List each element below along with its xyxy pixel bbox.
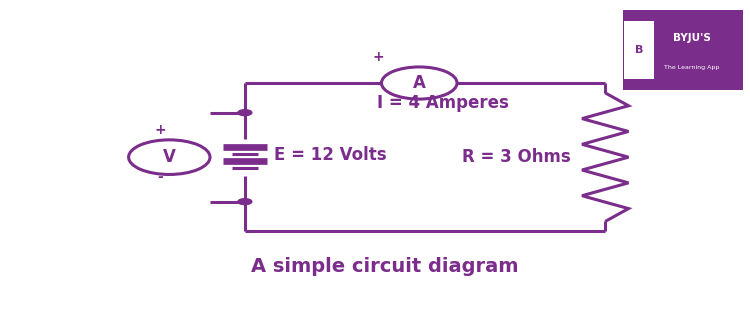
Text: BYJU'S: BYJU'S	[674, 33, 711, 43]
Text: The Learning App: The Learning App	[664, 65, 720, 70]
Text: A simple circuit diagram: A simple circuit diagram	[251, 257, 518, 276]
Text: -: -	[158, 170, 164, 184]
Circle shape	[238, 199, 252, 204]
Text: I = 4 Amperes: I = 4 Amperes	[376, 94, 508, 112]
Text: +: +	[154, 123, 166, 137]
Text: A: A	[413, 74, 426, 92]
Text: +: +	[373, 50, 384, 65]
Text: B: B	[634, 45, 644, 55]
Circle shape	[238, 110, 252, 116]
Text: V: V	[163, 148, 176, 166]
Text: R = 3 Ohms: R = 3 Ohms	[461, 148, 570, 166]
Text: E = 12 Volts: E = 12 Volts	[274, 146, 386, 164]
